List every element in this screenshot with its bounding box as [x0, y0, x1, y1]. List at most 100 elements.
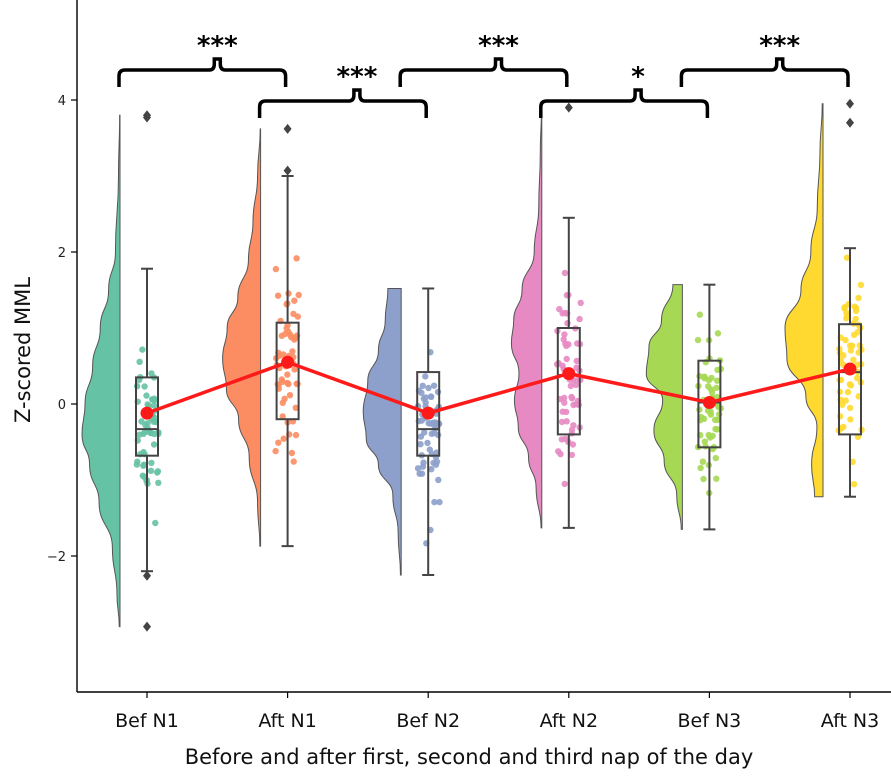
- violin-aft-n1: [222, 128, 262, 547]
- significance-bracket-bef-n2-aft-n2: ***: [398, 31, 569, 87]
- x-tick-label-bef-n1: Bef N1: [115, 710, 179, 732]
- mean-point-aft-n2: [562, 367, 576, 381]
- data-point-bef-n1: [148, 459, 155, 467]
- data-point-aft-n2: [568, 393, 575, 401]
- data-point-bef-n3: [712, 454, 719, 462]
- outlier-marker: [564, 102, 573, 113]
- data-point-aft-n1: [272, 265, 280, 273]
- data-point-bef-n1: [141, 473, 148, 480]
- data-point-bef-n3: [714, 377, 721, 384]
- data-point-bef-n2: [425, 384, 432, 392]
- significance-label: ***: [759, 31, 800, 61]
- violin-bef-n2: [362, 287, 402, 576]
- data-point-aft-n1: [295, 291, 302, 299]
- data-point-aft-n1: [291, 366, 298, 373]
- data-point-bef-n2: [420, 395, 427, 402]
- data-point-aft-n2: [576, 315, 583, 323]
- axes-layer: [76, 0, 891, 693]
- iqr-box: [135, 376, 159, 457]
- data-point-aft-n3: [844, 388, 852, 396]
- data-point-bef-n3: [701, 438, 708, 445]
- data-point-aft-n3: [850, 356, 857, 363]
- data-point-bef-n2: [432, 419, 439, 426]
- data-point-bef-n3: [712, 425, 719, 433]
- data-point-bef-n2: [417, 441, 424, 448]
- data-point-aft-n2: [556, 305, 563, 313]
- data-point-aft-n1: [291, 336, 298, 343]
- data-point-aft-n2: [570, 422, 577, 429]
- data-point-bef-n3: [700, 475, 707, 483]
- data-point-bef-n1: [140, 462, 147, 469]
- data-point-aft-n1: [280, 435, 287, 442]
- data-point-aft-n2: [560, 336, 567, 343]
- mean-point-aft-n3: [843, 362, 857, 376]
- data-point-bef-n1: [136, 358, 143, 365]
- mean-point-aft-n1: [281, 355, 295, 369]
- data-point-aft-n3: [847, 342, 854, 349]
- violin-aft-n2: [510, 108, 543, 529]
- y-tick-label: 4: [58, 94, 66, 109]
- outlier-marker: [846, 117, 854, 128]
- data-point-bef-n2: [425, 420, 432, 427]
- data-point-bef-n1: [136, 431, 143, 438]
- iqr-box: [697, 359, 722, 449]
- data-point-aft-n3: [836, 413, 844, 420]
- data-point-bef-n1: [133, 461, 141, 468]
- bracket-line: [539, 88, 710, 118]
- data-point-aft-n3: [842, 336, 849, 344]
- data-point-aft-n2: [570, 401, 577, 409]
- data-point-aft-n2: [558, 436, 565, 443]
- data-point-bef-n2: [436, 498, 443, 506]
- bracket-line: [257, 88, 428, 118]
- data-point-bef-n3: [694, 336, 702, 344]
- data-point-aft-n1: [272, 447, 279, 455]
- data-point-bef-n2: [424, 439, 431, 447]
- data-point-bef-n3: [713, 384, 720, 391]
- data-point-bef-n1: [149, 396, 156, 403]
- outlier-marker: [143, 570, 151, 581]
- box-aft-n1: [275, 123, 300, 548]
- violin-bef-n3: [645, 284, 683, 530]
- data-point-aft-n3: [846, 404, 854, 412]
- data-point-bef-n2: [416, 470, 423, 477]
- data-point-bef-n1: [139, 346, 146, 353]
- data-point-aft-n3: [843, 254, 851, 261]
- x-tick-label-aft-n3: Aft N3: [821, 710, 879, 732]
- violin-layer: [81, 103, 824, 628]
- data-point-bef-n3: [696, 311, 703, 318]
- data-point-bef-n3: [714, 330, 722, 337]
- outlier-marker: [846, 98, 854, 109]
- data-point-aft-n1: [275, 439, 282, 446]
- mean-point-bef-n2: [421, 406, 435, 420]
- data-point-aft-n2: [573, 377, 580, 384]
- data-point-aft-n2: [555, 448, 562, 455]
- data-point-bef-n1: [150, 402, 158, 409]
- box-bef-n2: [416, 287, 441, 576]
- y-tick-label: 0: [58, 398, 66, 413]
- data-point-aft-n3: [842, 397, 849, 404]
- data-point-aft-n2: [563, 355, 570, 363]
- data-point-bef-n1: [138, 418, 145, 425]
- data-point-aft-n2: [565, 341, 572, 348]
- box-aft-n3: [838, 98, 862, 498]
- data-point-aft-n2: [567, 382, 574, 390]
- iqr-box: [416, 371, 441, 457]
- data-point-bef-n3: [707, 411, 715, 418]
- data-point-aft-n3: [857, 281, 865, 289]
- data-point-aft-n2: [573, 357, 580, 365]
- data-point-bef-n1: [141, 383, 148, 390]
- data-point-bef-n3: [716, 411, 723, 418]
- data-point-aft-n1: [282, 330, 289, 338]
- significance-layer: *************: [117, 31, 850, 118]
- data-point-aft-n1: [288, 449, 296, 457]
- data-point-bef-n2: [419, 382, 426, 389]
- violin-bef-n1: [81, 114, 121, 628]
- data-point-aft-n3: [854, 329, 861, 336]
- data-point-bef-n2: [428, 466, 435, 473]
- data-point-bef-n2: [422, 373, 429, 380]
- data-point-aft-n2: [569, 441, 577, 448]
- box-plot-layer: [135, 98, 862, 632]
- data-point-bef-n1: [155, 479, 162, 486]
- bracket-line: [679, 57, 850, 87]
